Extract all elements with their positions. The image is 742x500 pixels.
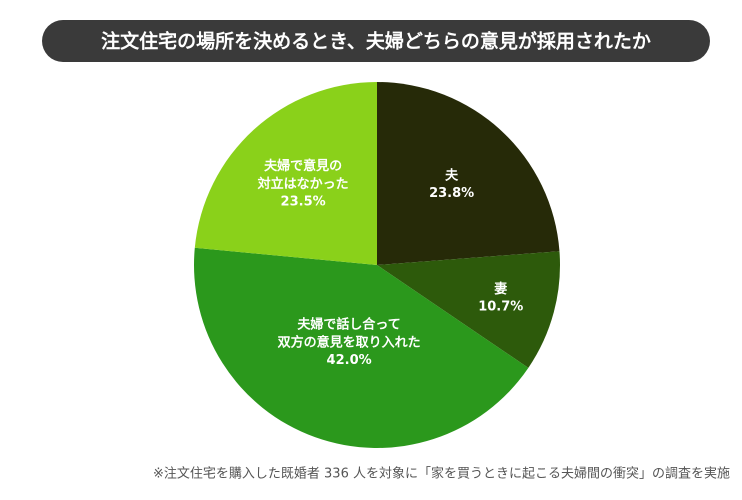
slice-label: 妻 bbox=[494, 281, 507, 297]
slice-label: 夫婦で話し合って双方の意見を取り入れた bbox=[278, 316, 421, 350]
value-label: 42.0% bbox=[327, 353, 372, 368]
pie-slice bbox=[194, 247, 529, 448]
value-label: 23.8% bbox=[429, 186, 474, 201]
slice-label: 夫 bbox=[445, 167, 459, 183]
pie-slice bbox=[377, 251, 560, 368]
slice-label: 夫婦で意見の対立はなかった bbox=[257, 157, 349, 191]
title-background bbox=[42, 20, 710, 62]
value-label: 10.7% bbox=[478, 300, 523, 315]
pie-slice bbox=[194, 82, 377, 265]
chart-title: 注文住宅の場所を決めるとき、夫婦どちらの意見が採用されたか bbox=[101, 30, 651, 53]
footnote: ※注文住宅を購入した既婚者 336 人を対象に「家を買うときに起こる夫婦間の衝突… bbox=[153, 466, 730, 482]
pie-slice bbox=[377, 82, 560, 265]
value-label: 23.5% bbox=[281, 194, 326, 209]
